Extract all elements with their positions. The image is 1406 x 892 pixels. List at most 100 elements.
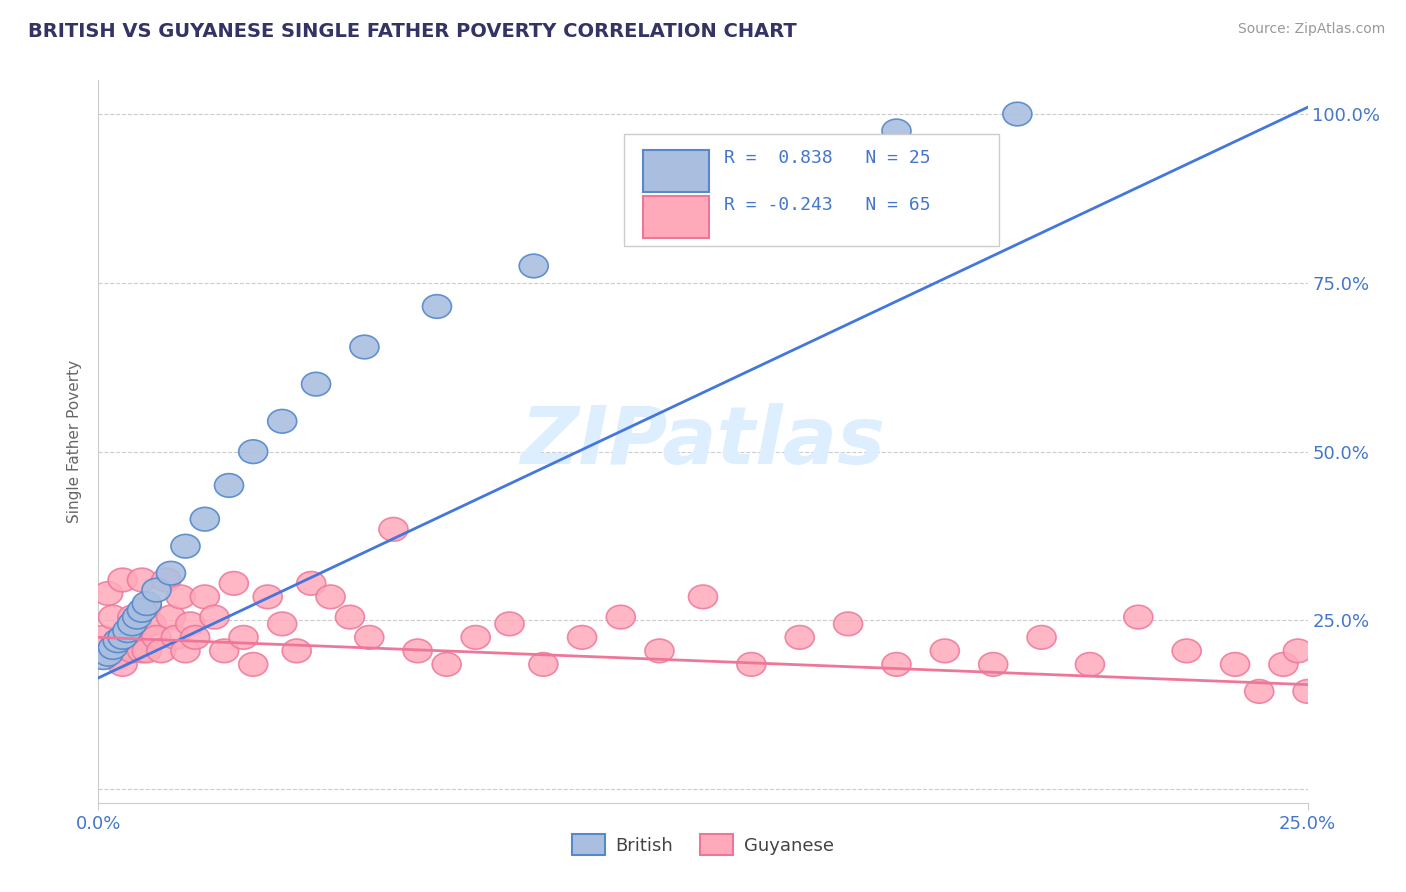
Ellipse shape — [122, 606, 152, 629]
Ellipse shape — [297, 572, 326, 595]
Ellipse shape — [1173, 639, 1201, 663]
Ellipse shape — [152, 568, 180, 591]
Ellipse shape — [253, 585, 283, 608]
Ellipse shape — [316, 585, 344, 608]
Ellipse shape — [122, 612, 152, 636]
Ellipse shape — [146, 639, 176, 663]
FancyBboxPatch shape — [643, 196, 709, 238]
Ellipse shape — [132, 639, 162, 663]
Ellipse shape — [190, 585, 219, 608]
Ellipse shape — [689, 585, 717, 608]
Ellipse shape — [89, 625, 118, 649]
Text: ZIPatlas: ZIPatlas — [520, 402, 886, 481]
Ellipse shape — [336, 606, 364, 629]
Ellipse shape — [640, 207, 669, 230]
FancyBboxPatch shape — [624, 135, 1000, 246]
Ellipse shape — [156, 606, 186, 629]
Ellipse shape — [404, 639, 432, 663]
Y-axis label: Single Father Poverty: Single Father Poverty — [67, 360, 83, 523]
Ellipse shape — [94, 642, 122, 666]
Ellipse shape — [380, 517, 408, 541]
Ellipse shape — [108, 653, 138, 676]
Ellipse shape — [128, 568, 156, 591]
Ellipse shape — [301, 372, 330, 396]
Ellipse shape — [108, 625, 138, 649]
Ellipse shape — [219, 572, 249, 595]
Ellipse shape — [118, 612, 146, 636]
Ellipse shape — [1002, 103, 1032, 126]
FancyBboxPatch shape — [643, 151, 709, 193]
Ellipse shape — [1244, 680, 1274, 703]
Ellipse shape — [89, 646, 118, 669]
Ellipse shape — [979, 653, 1008, 676]
Ellipse shape — [98, 606, 128, 629]
Ellipse shape — [495, 612, 524, 636]
Ellipse shape — [172, 639, 200, 663]
Ellipse shape — [138, 612, 166, 636]
Ellipse shape — [239, 440, 267, 464]
Ellipse shape — [350, 335, 380, 359]
Ellipse shape — [834, 612, 863, 636]
Ellipse shape — [568, 625, 596, 649]
Ellipse shape — [98, 639, 128, 663]
Ellipse shape — [606, 606, 636, 629]
Text: R = -0.243   N = 65: R = -0.243 N = 65 — [724, 195, 931, 213]
Ellipse shape — [98, 636, 128, 659]
Legend: British, Guyanese: British, Guyanese — [565, 827, 841, 863]
Ellipse shape — [267, 612, 297, 636]
Text: Source: ZipAtlas.com: Source: ZipAtlas.com — [1237, 22, 1385, 37]
Ellipse shape — [128, 599, 156, 623]
Ellipse shape — [267, 409, 297, 434]
Ellipse shape — [931, 639, 959, 663]
Ellipse shape — [103, 646, 132, 669]
Ellipse shape — [118, 606, 146, 629]
Ellipse shape — [645, 639, 673, 663]
Ellipse shape — [283, 639, 311, 663]
Ellipse shape — [882, 653, 911, 676]
Ellipse shape — [1294, 680, 1322, 703]
Ellipse shape — [122, 625, 152, 649]
Ellipse shape — [422, 294, 451, 318]
Ellipse shape — [142, 578, 172, 602]
Ellipse shape — [354, 625, 384, 649]
Ellipse shape — [172, 534, 200, 558]
Ellipse shape — [761, 173, 790, 197]
Ellipse shape — [132, 595, 162, 619]
Ellipse shape — [156, 561, 186, 585]
Ellipse shape — [162, 625, 190, 649]
Ellipse shape — [112, 636, 142, 659]
Ellipse shape — [529, 653, 558, 676]
Ellipse shape — [94, 582, 122, 606]
Ellipse shape — [142, 625, 172, 649]
Ellipse shape — [1268, 653, 1298, 676]
Ellipse shape — [166, 585, 195, 608]
Ellipse shape — [132, 591, 162, 615]
Ellipse shape — [1220, 653, 1250, 676]
Ellipse shape — [215, 474, 243, 497]
Ellipse shape — [200, 606, 229, 629]
Ellipse shape — [461, 625, 491, 649]
Ellipse shape — [108, 568, 138, 591]
Ellipse shape — [176, 612, 205, 636]
Ellipse shape — [432, 653, 461, 676]
Ellipse shape — [785, 625, 814, 649]
Text: R =  0.838   N = 25: R = 0.838 N = 25 — [724, 149, 931, 168]
Ellipse shape — [128, 639, 156, 663]
Ellipse shape — [118, 639, 146, 663]
Ellipse shape — [737, 653, 766, 676]
Ellipse shape — [112, 625, 142, 649]
Ellipse shape — [1026, 625, 1056, 649]
Ellipse shape — [239, 653, 267, 676]
Ellipse shape — [112, 619, 142, 642]
Ellipse shape — [1123, 606, 1153, 629]
Ellipse shape — [1076, 653, 1105, 676]
Ellipse shape — [190, 508, 219, 531]
Ellipse shape — [180, 625, 209, 649]
Ellipse shape — [229, 625, 259, 649]
Ellipse shape — [882, 120, 911, 143]
Text: BRITISH VS GUYANESE SINGLE FATHER POVERTY CORRELATION CHART: BRITISH VS GUYANESE SINGLE FATHER POVERT… — [28, 22, 797, 41]
Ellipse shape — [1284, 639, 1312, 663]
Ellipse shape — [103, 629, 132, 653]
Ellipse shape — [519, 254, 548, 277]
Ellipse shape — [209, 639, 239, 663]
